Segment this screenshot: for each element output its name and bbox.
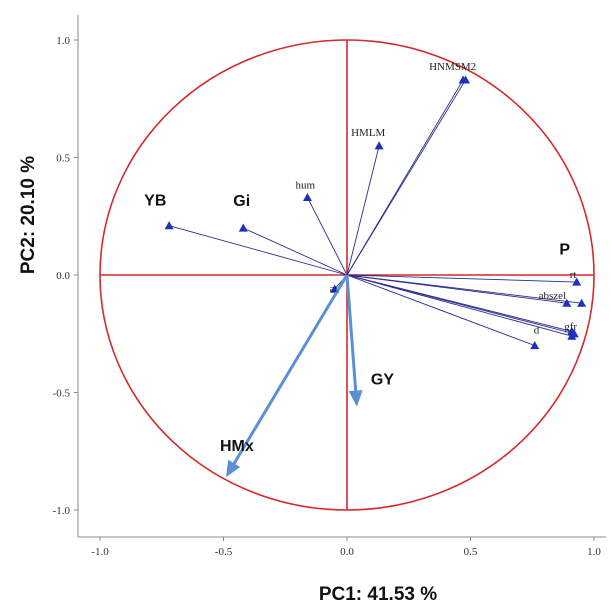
highlight-vector-arrowhead bbox=[348, 390, 363, 407]
vector-line bbox=[307, 197, 348, 276]
vector-marker bbox=[577, 298, 587, 307]
variable-label-rt: rt bbox=[570, 269, 577, 281]
vector-marker bbox=[562, 298, 572, 307]
vector-line bbox=[346, 274, 567, 304]
vector-marker bbox=[374, 141, 384, 150]
vector-line bbox=[346, 274, 577, 283]
variable-label-hmx: HMx bbox=[220, 438, 254, 455]
vector-line bbox=[346, 274, 572, 332]
plot-area: 1.0 0.5 0.0 -0.5 -1.0 -1.0 -0.5 0.0 0.5 1.0 YB Gi hu… bbox=[18, 15, 606, 605]
variable-label-yb: YB bbox=[144, 193, 166, 210]
vector-line bbox=[243, 227, 348, 276]
y-tick-label: -1.0 bbox=[53, 505, 71, 517]
highlight-vector-line bbox=[230, 274, 349, 468]
vector-line bbox=[346, 79, 466, 276]
variable-label-d: d bbox=[534, 325, 540, 337]
variable-label-hmlm: HMLM bbox=[351, 127, 385, 139]
highlight-vector-arrowhead bbox=[225, 459, 241, 478]
variable-label-abszel: abszel bbox=[539, 290, 566, 302]
vector-marker bbox=[238, 223, 248, 232]
x-axis-title: PC1: 41.53 % bbox=[319, 584, 437, 605]
vector-marker bbox=[530, 341, 540, 350]
variable-label-p: P bbox=[559, 241, 570, 258]
variable-label-hnmsm2: HNMSM2 bbox=[429, 61, 476, 73]
vector-marker bbox=[461, 75, 471, 84]
variable-label-gfr: gfr bbox=[564, 321, 577, 333]
highlight-vector-line bbox=[345, 274, 358, 395]
x-tick-label: 1.0 bbox=[587, 546, 601, 558]
y-axis-title: PC2: 20.10 % bbox=[18, 156, 39, 274]
variable-label-hum: hum bbox=[295, 179, 315, 191]
variable-label-gi: Gi bbox=[233, 193, 250, 210]
y-tick-label: 1.0 bbox=[56, 35, 70, 47]
x-tick-label: 0.5 bbox=[464, 546, 478, 558]
variable-label-gy: GY bbox=[371, 372, 394, 389]
vector-line bbox=[346, 274, 535, 346]
x-tick-label: -1.0 bbox=[91, 546, 109, 558]
y-tick-label: 0.5 bbox=[56, 153, 70, 165]
vector-line bbox=[346, 274, 572, 337]
vector-marker bbox=[567, 331, 577, 340]
vector-line bbox=[346, 145, 380, 276]
vector-line bbox=[169, 225, 348, 276]
x-tick-label: 0.0 bbox=[340, 546, 354, 558]
variable-label-at: at bbox=[330, 283, 338, 295]
vector-marker bbox=[302, 192, 312, 202]
y-tick-label: 0.0 bbox=[56, 270, 70, 282]
y-tick-label: -0.5 bbox=[53, 388, 71, 400]
vector-marker bbox=[572, 277, 582, 286]
vector-marker bbox=[164, 221, 174, 230]
vector-marker bbox=[567, 326, 577, 335]
x-tick-label: -0.5 bbox=[215, 546, 233, 558]
